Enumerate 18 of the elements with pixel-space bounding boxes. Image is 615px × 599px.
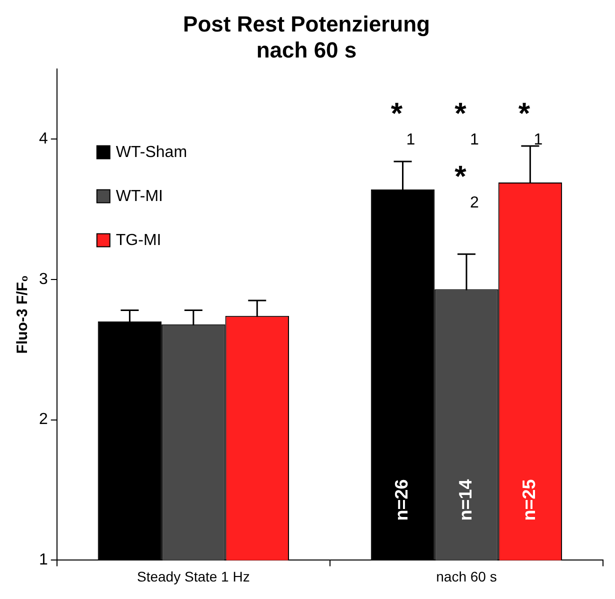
annotation: *1	[390, 97, 416, 148]
legend-label: WT-Sham	[116, 144, 188, 162]
y-tick-label: 1	[38, 552, 48, 569]
legend-label: TG-MI	[116, 232, 162, 250]
x-tick-label: Steady State 1 Hz	[137, 568, 250, 584]
annotation: *2	[454, 160, 480, 212]
legend-label: WT-MI	[116, 188, 163, 206]
annotation: n=25	[519, 479, 540, 521]
y-tick-label: 3	[38, 270, 48, 288]
y-tick-label: 4	[38, 130, 48, 148]
annotation: *1	[454, 97, 480, 148]
annotation: *1	[518, 97, 543, 148]
x-tick-label: nach 60 s	[436, 568, 497, 584]
annotation: n=14	[455, 479, 476, 521]
y-tick-label: 2	[38, 411, 48, 428]
annotation: n=26	[392, 479, 412, 521]
y-axis-title: Fluo-3 F/F₀	[14, 275, 32, 354]
chart-title: Post Rest Potenzierung nach 60 s	[183, 11, 430, 63]
